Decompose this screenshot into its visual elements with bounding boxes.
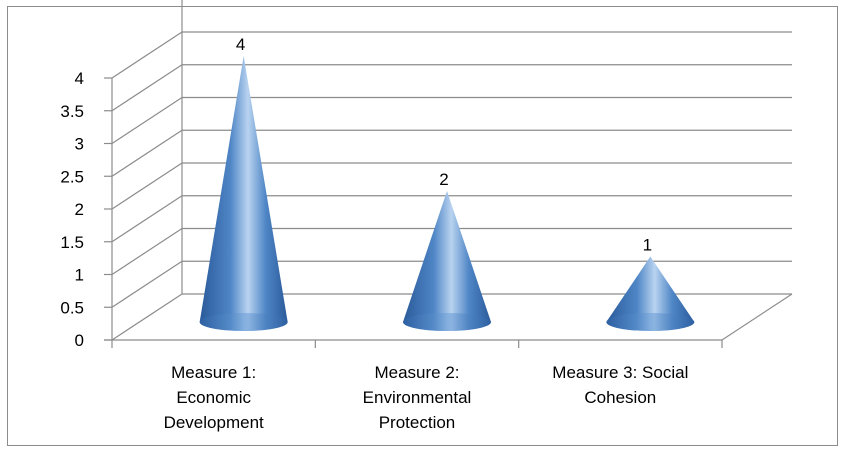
y-tick-label: 1.5 xyxy=(60,233,84,252)
cone-bar xyxy=(199,56,288,331)
category-label: Cohesion xyxy=(584,388,656,407)
y-tick-label: 3 xyxy=(75,135,84,154)
cone-body xyxy=(403,191,491,331)
data-label: 1 xyxy=(643,236,652,255)
data-label: 4 xyxy=(236,35,245,54)
cone-base xyxy=(199,313,288,331)
wall-gridline-diag xyxy=(111,129,183,177)
category-label: Measure 1: xyxy=(171,363,256,382)
y-tick-label: 3.5 xyxy=(60,102,84,121)
y-tick-label: 4 xyxy=(75,69,84,88)
wall-gridline-diag xyxy=(111,31,183,79)
y-tick-label: 2 xyxy=(75,200,84,219)
cone-base xyxy=(606,313,695,331)
category-label: Measure 3: Social xyxy=(552,363,688,382)
y-tick-label: 1 xyxy=(75,266,84,285)
category-label: Economic xyxy=(176,388,251,407)
y-tick-label: 0.5 xyxy=(60,298,84,317)
y-tick-labels: 0 0.5 1 1.5 2 2.5 3 3.5 4 xyxy=(60,69,84,350)
category-label: Protection xyxy=(379,413,456,432)
wall-gridline-diag xyxy=(111,260,183,308)
category-label: Development xyxy=(164,413,264,432)
cone-bar xyxy=(403,191,491,331)
data-labels: 4 2 1 xyxy=(236,35,652,255)
wall-gridline-diag xyxy=(111,64,183,112)
cone-bar xyxy=(606,256,695,331)
y-tick-label: 0 xyxy=(75,331,84,350)
cones xyxy=(199,56,695,331)
y-tick-label: 2.5 xyxy=(60,167,84,186)
wall-gridline-diag xyxy=(111,195,183,243)
data-label: 2 xyxy=(439,170,448,189)
floor-right-edge xyxy=(721,293,793,341)
cone-body xyxy=(606,256,695,331)
axes xyxy=(104,77,723,348)
wall-gridline-diag xyxy=(111,227,183,276)
category-labels: Measure 1: Economic Development Measure 2: E… xyxy=(164,363,689,432)
gridlines xyxy=(111,0,793,341)
category-label: Measure 2: xyxy=(374,363,459,382)
chart-frame xyxy=(7,6,838,446)
wall-gridline-diag xyxy=(111,162,183,210)
category-label: Environmental xyxy=(363,388,472,407)
wall-gridline-diag xyxy=(111,96,183,145)
wall-gridline-diag xyxy=(111,293,183,341)
cone-base xyxy=(403,313,491,331)
cone-body xyxy=(199,56,288,331)
